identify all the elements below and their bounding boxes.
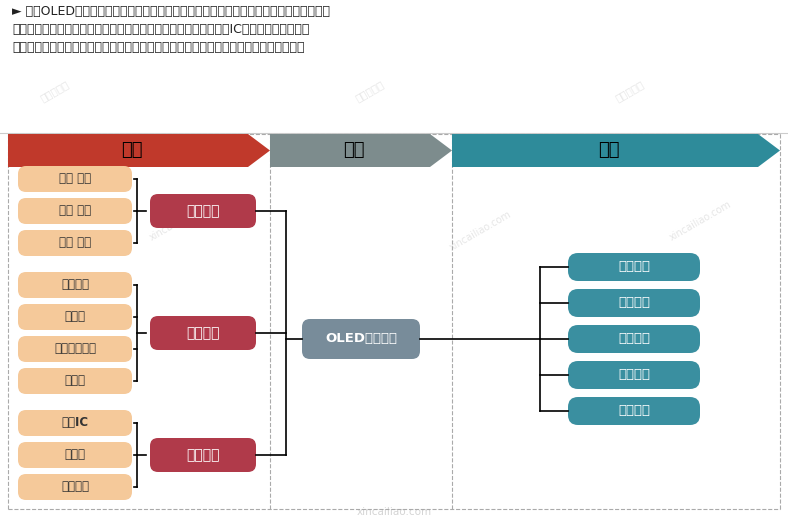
FancyBboxPatch shape bbox=[18, 166, 132, 192]
FancyBboxPatch shape bbox=[18, 230, 132, 256]
Polygon shape bbox=[270, 134, 452, 167]
Text: 设备制造: 设备制造 bbox=[186, 204, 220, 218]
FancyBboxPatch shape bbox=[568, 361, 700, 389]
Text: 上游: 上游 bbox=[121, 142, 143, 159]
Text: 柔性电视: 柔性电视 bbox=[618, 296, 650, 309]
FancyBboxPatch shape bbox=[568, 289, 700, 317]
Text: xincailiao.com: xincailiao.com bbox=[147, 199, 213, 243]
FancyBboxPatch shape bbox=[18, 368, 132, 394]
Text: 偏光片: 偏光片 bbox=[65, 311, 86, 324]
FancyBboxPatch shape bbox=[18, 410, 132, 436]
Text: 驱动IC: 驱动IC bbox=[61, 416, 88, 429]
FancyBboxPatch shape bbox=[18, 198, 132, 224]
FancyBboxPatch shape bbox=[150, 194, 256, 228]
Text: 检查 测试: 检查 测试 bbox=[59, 237, 91, 250]
FancyBboxPatch shape bbox=[302, 319, 420, 359]
Text: 组装零件: 组装零件 bbox=[186, 448, 220, 462]
Text: 新材料在线: 新材料在线 bbox=[354, 79, 386, 103]
FancyBboxPatch shape bbox=[568, 397, 700, 425]
Text: 等）；中游是柔性面板制造；下游为终端应用，包括移动显示、车载、智能穿戴等领域。: 等）；中游是柔性面板制造；下游为终端应用，包括移动显示、车载、智能穿戴等领域。 bbox=[12, 41, 304, 54]
Text: 封装胶: 封装胶 bbox=[65, 375, 86, 388]
FancyBboxPatch shape bbox=[568, 253, 700, 281]
Text: 退膜 封装: 退膜 封装 bbox=[59, 205, 91, 217]
FancyBboxPatch shape bbox=[18, 304, 132, 330]
Text: 造（有机材料、偏光片、光学胶、封装胶等）以及组装零件（驱动IC、电路板、被动元件: 造（有机材料、偏光片、光学胶、封装胶等）以及组装零件（驱动IC、电路板、被动元件 bbox=[12, 23, 310, 36]
Text: 材料制造: 材料制造 bbox=[186, 326, 220, 340]
Text: 手机显示: 手机显示 bbox=[618, 260, 650, 274]
Text: 车载显示: 车载显示 bbox=[618, 368, 650, 381]
Text: 透明导电材料: 透明导电材料 bbox=[54, 342, 96, 355]
Text: 有机材料: 有机材料 bbox=[61, 279, 89, 292]
Text: 其他产品: 其他产品 bbox=[618, 404, 650, 417]
Text: ► 柔性OLED行业上游包括：设备制造（显影、蚀刻、退膜、封装、检查测试等）、材料制: ► 柔性OLED行业上游包括：设备制造（显影、蚀刻、退膜、封装、检查测试等）、材… bbox=[12, 5, 330, 18]
Text: xincailiao.com: xincailiao.com bbox=[667, 199, 733, 243]
Text: 新材料在线: 新材料在线 bbox=[614, 79, 646, 103]
Text: 下游: 下游 bbox=[598, 142, 619, 159]
Text: 中游: 中游 bbox=[344, 142, 365, 159]
FancyBboxPatch shape bbox=[18, 336, 132, 362]
Text: OLED面板制造: OLED面板制造 bbox=[325, 332, 397, 345]
FancyBboxPatch shape bbox=[150, 438, 256, 472]
Text: xincailiao.com: xincailiao.com bbox=[448, 209, 513, 253]
Text: 被动元件: 被动元件 bbox=[61, 480, 89, 493]
Polygon shape bbox=[8, 134, 270, 167]
Text: 显影 蚀刻: 显影 蚀刻 bbox=[59, 172, 91, 185]
Text: 新材料在线: 新材料在线 bbox=[39, 79, 71, 103]
Polygon shape bbox=[452, 134, 780, 167]
FancyBboxPatch shape bbox=[150, 316, 256, 350]
Text: 电路板: 电路板 bbox=[65, 449, 86, 462]
Text: xincailiao.com: xincailiao.com bbox=[356, 507, 432, 517]
Text: 智能穿戴: 智能穿戴 bbox=[618, 332, 650, 345]
FancyBboxPatch shape bbox=[18, 272, 132, 298]
FancyBboxPatch shape bbox=[18, 442, 132, 468]
FancyBboxPatch shape bbox=[18, 474, 132, 500]
FancyBboxPatch shape bbox=[568, 325, 700, 353]
